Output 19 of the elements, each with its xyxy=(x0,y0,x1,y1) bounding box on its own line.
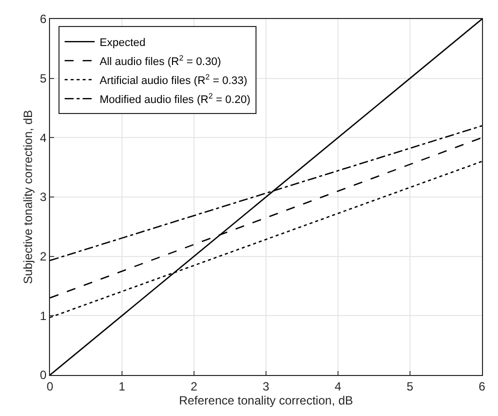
legend-label: Artificial audio files (R$^{2}$ = 0.33) xyxy=(100,72,248,87)
x-tick-label: 4 xyxy=(334,379,342,394)
y-tick-label: 2 xyxy=(40,250,47,264)
y-tick-label: 4 xyxy=(40,130,47,145)
x-tick-label: 2 xyxy=(190,379,198,394)
y-tick-label: 0 xyxy=(40,368,47,382)
y-tick-label: 1 xyxy=(40,308,47,323)
y-tick-label: 3 xyxy=(40,190,47,204)
legend-label: All audio files (R$^{2}$ = 0.30) xyxy=(100,53,222,68)
x-tick-label: 3 xyxy=(262,379,270,394)
x-tick-label: 1 xyxy=(118,379,126,394)
y-tick-label: 6 xyxy=(40,12,47,26)
x-axis-title: Reference tonality correction, dB xyxy=(178,393,354,408)
legend-label: Expected xyxy=(100,36,146,49)
legend-label: Modified audio files (R$^{2}$ = 0.20) xyxy=(100,91,250,106)
y-axis-title: Subjective tonality correction, dB xyxy=(21,110,36,284)
x-tick-label: 5 xyxy=(406,379,414,394)
y-tick-label: 5 xyxy=(40,72,47,86)
x-tick-label: 6 xyxy=(478,379,486,394)
